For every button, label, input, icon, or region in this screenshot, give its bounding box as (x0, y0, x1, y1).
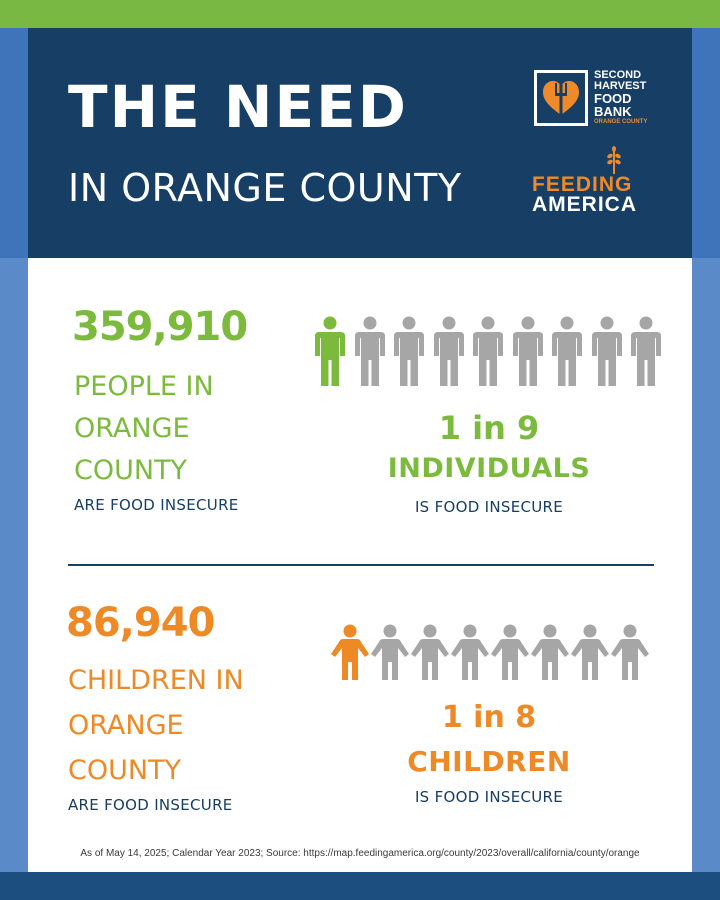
child-icon (370, 624, 410, 682)
logo-text-harvest: HARVEST (594, 80, 647, 92)
logo-text-bank: BANK (594, 104, 632, 119)
person-icon (354, 316, 386, 388)
content-panel: 359,910 PEOPLE IN ORANGE COUNTY ARE FOOD… (28, 258, 692, 872)
person-icon (551, 316, 583, 388)
person-icon (472, 316, 504, 388)
bottom-band (0, 872, 720, 900)
wheat-icon (607, 146, 621, 174)
child-icon (410, 624, 450, 682)
children-label: CHILDREN IN ORANGE COUNTY (68, 658, 244, 793)
people-ratio: 1 in 9 (438, 409, 540, 447)
child-icon (610, 624, 650, 682)
people-ratio-word: INDIVIDUALS (387, 453, 591, 484)
children-label-line1: CHILDREN IN (68, 665, 244, 696)
people-label-small: ARE FOOD INSECURE (74, 496, 239, 514)
heart-fork-icon (543, 81, 579, 117)
logo-text-orange-county: ORANGE COUNTY (594, 119, 648, 125)
people-count: 359,910 (72, 304, 248, 350)
feeding-america-line2: AMERICA (532, 193, 637, 216)
children-ratio-small: IS FOOD INSECURE (414, 788, 564, 806)
person-icon (512, 316, 544, 388)
person-icon (591, 316, 623, 388)
right-border-accent (692, 28, 720, 258)
children-label-line2: ORANGE (68, 710, 184, 741)
children-ratio: 1 in 8 (441, 700, 537, 735)
person-icon (393, 316, 425, 388)
child-icon-highlighted (330, 624, 370, 682)
child-icon (490, 624, 530, 682)
page-subtitle: IN ORANGE COUNTY (68, 166, 462, 210)
left-border-accent (0, 28, 28, 258)
second-harvest-logo: SECOND HARVEST FOOD BANK ORANGE COUNTY (534, 70, 654, 128)
feeding-america-logo: FEEDING AMERICA (532, 146, 662, 216)
people-ratio-small: IS FOOD INSECURE (414, 498, 564, 516)
children-label-small: ARE FOOD INSECURE (68, 796, 233, 814)
person-icon-highlighted (314, 316, 346, 388)
child-icon (450, 624, 490, 682)
second-harvest-wordmark: SECOND HARVEST FOOD BANK ORANGE COUNTY (594, 70, 647, 126)
logo-text-food: FOOD (594, 91, 632, 106)
people-label-line2: ORANGE (74, 413, 190, 444)
logo-text-second: SECOND (594, 69, 642, 81)
top-stripe (0, 0, 720, 28)
people-label-line1: PEOPLE IN (74, 371, 214, 402)
page-title: THE NEED (68, 73, 408, 141)
child-icon (530, 624, 570, 682)
feeding-america-line1: FEEDING (532, 173, 633, 196)
section-divider (68, 564, 654, 566)
second-harvest-emblem (534, 70, 588, 126)
header-banner: THE NEED IN ORANGE COUNTY SECOND HARVEST… (28, 28, 692, 258)
child-icon (570, 624, 610, 682)
source-footnote: As of May 14, 2025; Calendar Year 2023; … (80, 848, 640, 859)
person-icon (630, 316, 662, 388)
children-ratio-word: CHILDREN (407, 745, 571, 778)
people-label: PEOPLE IN ORANGE COUNTY (74, 366, 214, 492)
children-label-line3: COUNTY (68, 755, 182, 786)
children-count: 86,940 (66, 600, 215, 646)
person-icon (433, 316, 465, 388)
people-label-line3: COUNTY (74, 455, 188, 486)
